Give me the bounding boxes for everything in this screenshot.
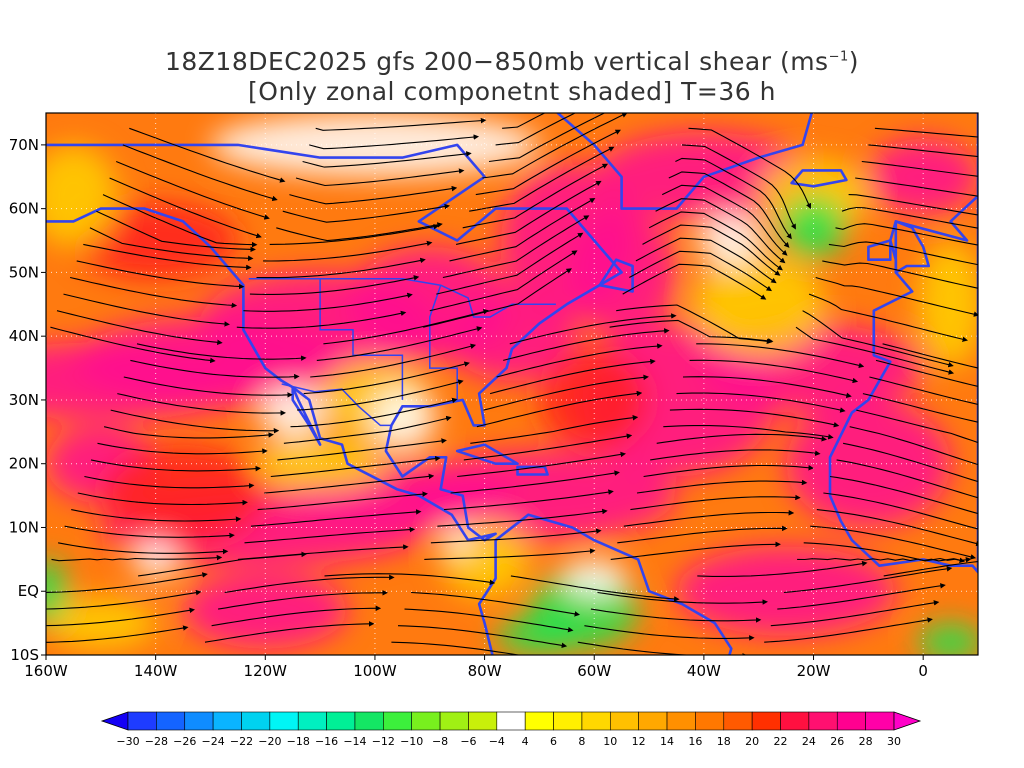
colorbar-swatch <box>439 711 469 731</box>
colorbar-swatch <box>808 711 838 731</box>
colorbar-swatch <box>241 711 271 731</box>
colorbar-tick-label: −14 <box>343 735 366 748</box>
lat-tick-label: 20N <box>9 455 39 473</box>
colorbar-tick-label: −10 <box>400 735 423 748</box>
colorbar-tick-label: −28 <box>145 735 168 748</box>
colorbar-right-arrow <box>893 711 922 731</box>
coastline-layer <box>46 113 978 655</box>
colorbar-swatch <box>269 711 299 731</box>
lat-tick-label: 40N <box>9 327 39 345</box>
colorbar-tick-label: −16 <box>315 735 338 748</box>
lon-tick-label: 80W <box>468 662 502 680</box>
colorbar-swatch <box>468 711 498 731</box>
colorbar-tick-label: −8 <box>432 735 448 748</box>
lat-tick-label: 50N <box>9 263 39 281</box>
colorbar-tick-label: −24 <box>202 735 225 748</box>
colorbar-swatch <box>297 711 327 731</box>
lon-tick-label: 60W <box>577 662 611 680</box>
colorbar-tick-label: 4 <box>522 735 529 748</box>
colorbar-swatch <box>666 711 696 731</box>
lat-tick-label: 10S <box>10 646 39 664</box>
colorbar-tick-label: −18 <box>287 735 310 748</box>
colorbar-tick-label: 30 <box>887 735 901 748</box>
map-frame <box>45 112 979 656</box>
colorbar-tick-label: −12 <box>372 735 395 748</box>
colorbar-swatch <box>354 711 384 731</box>
lon-tick-label: 140W <box>134 662 178 680</box>
lon-tick-label: 20W <box>797 662 831 680</box>
lat-tick-label: EQ <box>18 582 39 600</box>
colorbar-left-arrow <box>100 711 129 731</box>
colorbar-swatch <box>212 711 242 731</box>
colorbar-tick-label: 28 <box>859 735 873 748</box>
lon-tick-label: 100W <box>353 662 397 680</box>
latitude-axis: 70N 60N 50N 40N 30N 20N 10N EQ 10S <box>9 136 46 664</box>
map-plot-area <box>46 113 978 655</box>
colorbar-swatch <box>780 711 810 731</box>
colorbar-tick-label: −4 <box>489 735 505 748</box>
lon-tick-label: 0 <box>918 662 928 680</box>
colorbar-tick-label: 20 <box>745 735 759 748</box>
colorbar-tick-label: −26 <box>173 735 196 748</box>
colorbar-tick-label: 22 <box>774 735 788 748</box>
colorbar-swatch <box>326 711 356 731</box>
lat-tick-label: 60N <box>9 200 39 218</box>
colorbar-tick-label: 16 <box>688 735 702 748</box>
chart-title-line2: [Only zonal componetnt shaded] T=36 h <box>248 77 776 106</box>
colorbar-swatch <box>383 711 413 731</box>
lon-tick-label: 40W <box>687 662 721 680</box>
colorbar-tick-label: 24 <box>802 735 816 748</box>
lon-tick-label: 160W <box>24 662 68 680</box>
colorbar-tick-label: 12 <box>632 735 646 748</box>
lat-tick-label: 70N <box>9 136 39 154</box>
lon-tick-label: 120W <box>244 662 288 680</box>
colorbar-tick-label: 18 <box>717 735 731 748</box>
colorbar-swatch <box>127 711 157 731</box>
colorbar-swatch <box>751 711 781 731</box>
colorbar-swatch <box>411 711 441 731</box>
colorbar-tick-label: 14 <box>660 735 674 748</box>
lat-tick-label: 10N <box>9 518 39 536</box>
colorbar-swatch <box>638 711 668 731</box>
shear-colorbar: −30 −28 −26 −24 −22 −20 −18 −16 −14 −12 −10 −8 −6 −4 4… <box>100 711 922 748</box>
colorbar-swatch <box>156 711 186 731</box>
colorbar-swatch <box>496 711 526 731</box>
colorbar-swatch <box>836 711 866 731</box>
streamline-layer <box>46 113 978 655</box>
colorbar-swatch <box>695 711 725 731</box>
colorbar-tick-label: 10 <box>603 735 617 748</box>
colorbar-swatch <box>553 711 583 731</box>
longitude-axis: 160W 140W 120W 100W 80W 60W 40W 20W 0 <box>24 655 928 680</box>
colorbar-tick-label: −6 <box>460 735 476 748</box>
colorbar-tick-label: −30 <box>116 735 139 748</box>
colorbar-swatch <box>865 711 895 731</box>
colorbar-swatch <box>524 711 554 731</box>
colorbar-swatch <box>581 711 611 731</box>
colorbar-swatch <box>184 711 214 731</box>
colorbar-tick-label: −20 <box>258 735 281 748</box>
colorbar-tick-label: 6 <box>550 735 557 748</box>
colorbar-tick-label: −22 <box>230 735 253 748</box>
colorbar-swatch <box>609 711 639 731</box>
lat-lon-gridlines <box>46 113 978 655</box>
chart-title-line1: 18Z18DEC2025 gfs 200−850mb vertical shea… <box>164 47 860 76</box>
colorbar-tick-label: 26 <box>830 735 844 748</box>
colorbar-swatch <box>723 711 753 731</box>
colorbar-tick-label: 8 <box>578 735 585 748</box>
lat-tick-label: 30N <box>9 391 39 409</box>
